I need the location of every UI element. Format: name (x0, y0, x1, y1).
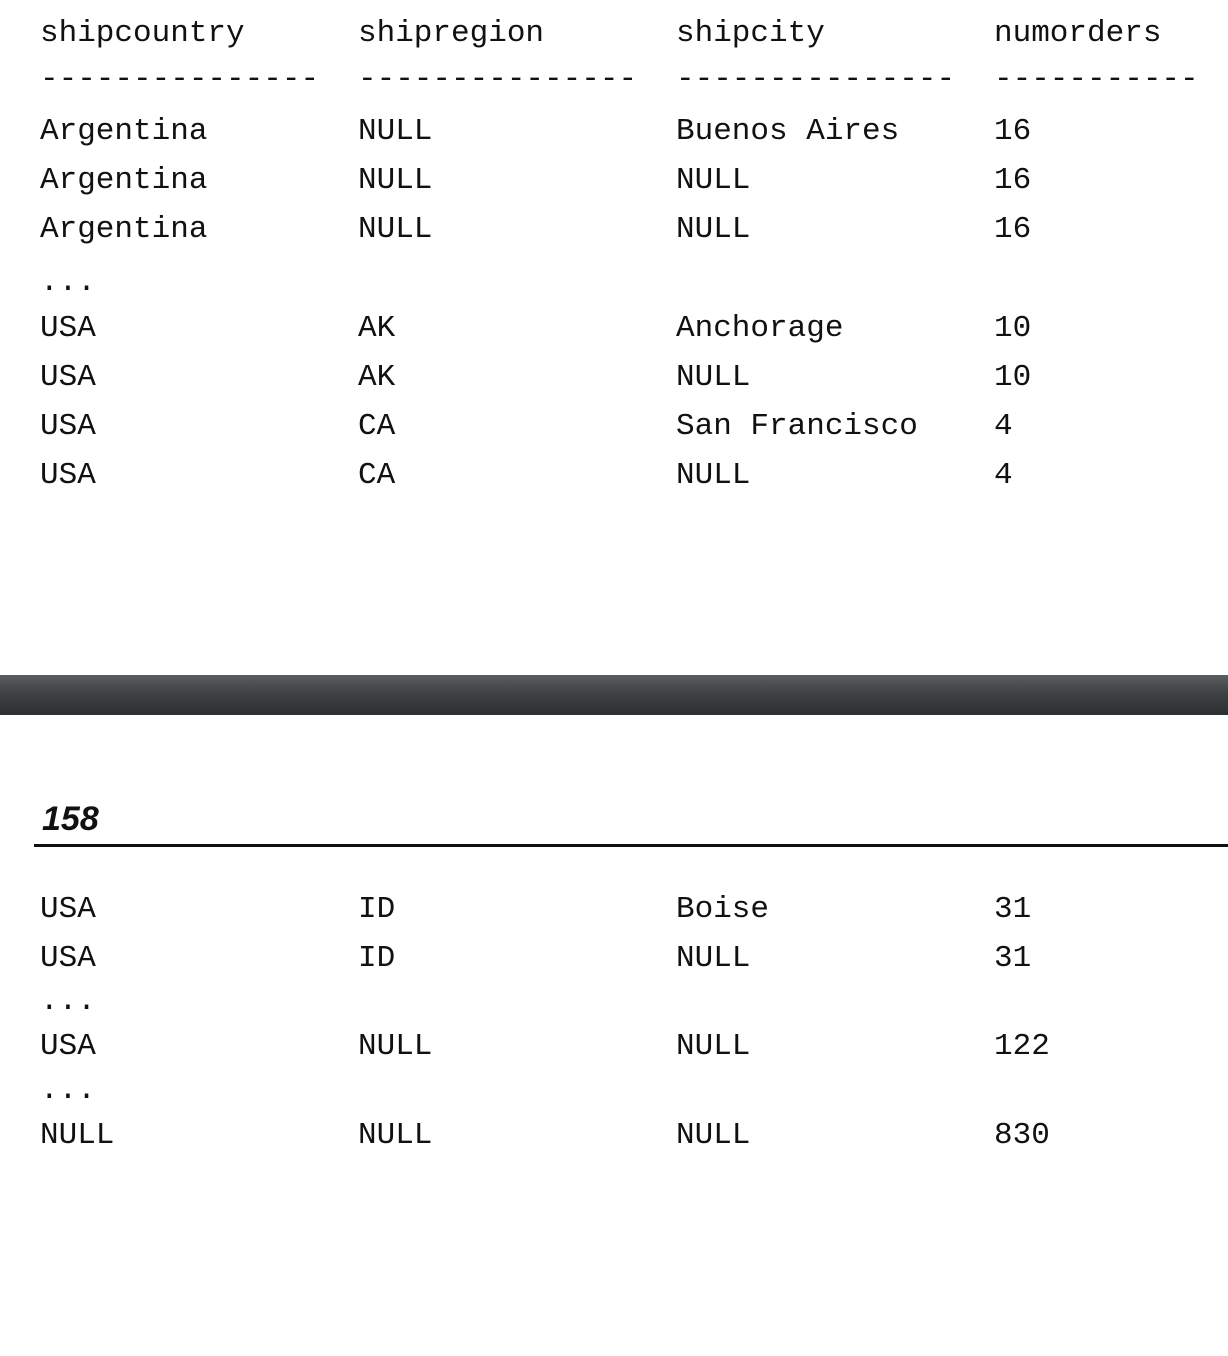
cell-shipcountry: NULL (40, 1118, 115, 1153)
table-row: USA NULL NULL 122 (0, 1027, 1228, 1067)
column-header-shipcountry: shipcountry (40, 16, 245, 51)
cell-numorders: 4 (994, 458, 1013, 493)
ellipsis: ... (40, 1073, 96, 1108)
table-row: Argentina NULL NULL 16 (0, 161, 1228, 201)
cell-shipcity: NULL (676, 163, 751, 198)
cell-shipregion: NULL (358, 163, 433, 198)
cell-numorders: 31 (994, 941, 1032, 976)
cell-shipcity: NULL (676, 458, 751, 493)
cell-shipregion: NULL (358, 212, 433, 247)
separator: ----------- (994, 62, 1199, 97)
cell-shipcity: NULL (676, 1029, 751, 1064)
cell-shipcountry: Argentina (40, 114, 208, 149)
separator: --------------- (358, 62, 638, 97)
result-grid-bottom: 158 USA ID Boise 31 USA ID NULL 31 ... U… (0, 715, 1228, 1174)
page-number: 158 (42, 800, 99, 838)
cell-shipregion: ID (358, 892, 396, 927)
column-header-shipregion: shipregion (358, 16, 545, 51)
table-row: USA AK NULL 10 (0, 358, 1228, 398)
page-header-rule (34, 844, 1228, 847)
ellipsis: ... (40, 984, 96, 1019)
cell-shipcountry: Argentina (40, 212, 208, 247)
cell-numorders: 4 (994, 409, 1013, 444)
table-row: USA CA San Francisco 4 (0, 407, 1228, 447)
cell-numorders: 16 (994, 114, 1032, 149)
cell-numorders: 122 (994, 1029, 1050, 1064)
table-row: USA CA NULL 4 (0, 456, 1228, 496)
cell-shipregion: ID (358, 941, 396, 976)
result-grid-top: shipcountry shipregion shipcity numorder… (0, 0, 1228, 675)
cell-shipcountry: USA (40, 1029, 96, 1064)
cell-shipcountry: USA (40, 941, 96, 976)
column-header-numorders: numorders (994, 16, 1162, 51)
table-row: Argentina NULL Buenos Aires 16 (0, 112, 1228, 152)
cell-shipcountry: USA (40, 311, 96, 346)
cell-shipcity: NULL (676, 360, 751, 395)
cell-numorders: 16 (994, 163, 1032, 198)
table-row: USA ID NULL 31 (0, 939, 1228, 979)
cell-numorders: 10 (994, 360, 1032, 395)
cell-shipregion: AK (358, 311, 396, 346)
column-header-shipcity: shipcity (676, 16, 825, 51)
cell-numorders: 31 (994, 892, 1032, 927)
cell-shipcity: Buenos Aires (676, 114, 900, 149)
table-row: USA AK Anchorage 10 (0, 309, 1228, 349)
cell-numorders: 830 (994, 1118, 1050, 1153)
cell-shipregion: CA (358, 409, 396, 444)
table-row: USA ID Boise 31 (0, 890, 1228, 930)
cell-shipregion: AK (358, 360, 396, 395)
cell-shipregion: NULL (358, 1118, 433, 1153)
cell-shipcity: Boise (676, 892, 770, 927)
cell-shipcountry: USA (40, 409, 96, 444)
cell-shipcity: NULL (676, 1118, 751, 1153)
cell-shipcity: NULL (676, 212, 751, 247)
cell-shipcountry: USA (40, 458, 96, 493)
cell-shipregion: NULL (358, 1029, 433, 1064)
cell-shipcountry: Argentina (40, 163, 208, 198)
cell-shipregion: CA (358, 458, 396, 493)
cell-shipcountry: USA (40, 360, 96, 395)
page-break-divider (0, 675, 1228, 715)
cell-numorders: 16 (994, 212, 1032, 247)
ellipsis: ... (40, 265, 96, 300)
table-row: NULL NULL NULL 830 (0, 1116, 1228, 1156)
cell-shipcity: Anchorage (676, 311, 844, 346)
cell-shipcountry: USA (40, 892, 96, 927)
separator: --------------- (40, 62, 320, 97)
header-row: shipcountry shipregion shipcity numorder… (0, 14, 1228, 54)
cell-shipcity: San Francisco (676, 409, 918, 444)
separator-row: --------------- --------------- --------… (0, 60, 1228, 100)
separator: --------------- (676, 62, 956, 97)
table-row: Argentina NULL NULL 16 (0, 210, 1228, 250)
cell-shipcity: NULL (676, 941, 751, 976)
cell-shipregion: NULL (358, 114, 433, 149)
cell-numorders: 10 (994, 311, 1032, 346)
